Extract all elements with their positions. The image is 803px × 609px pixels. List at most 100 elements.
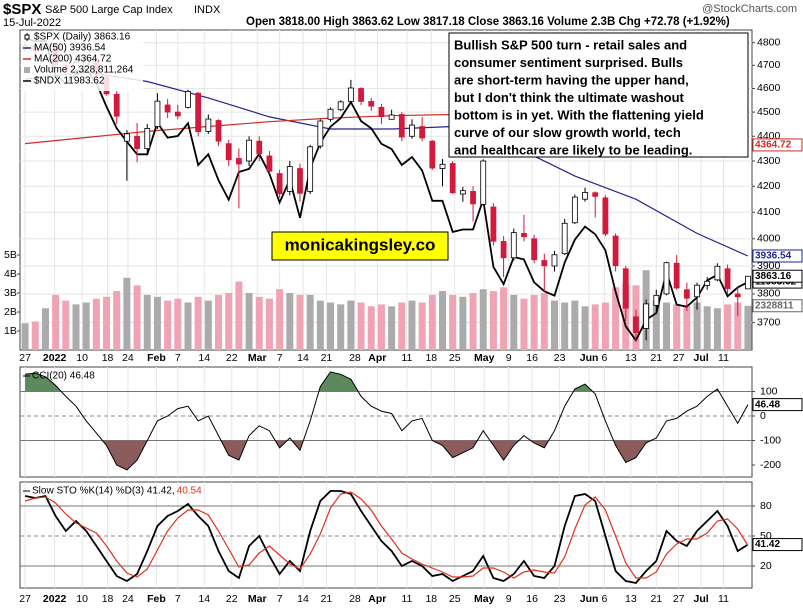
- x-tick-label: Feb: [147, 352, 166, 364]
- volume-tick-label: 3B: [4, 287, 17, 299]
- volume-bar: [652, 300, 660, 350]
- y-tick-label: 100: [760, 385, 778, 397]
- x-tick-label: 9: [506, 593, 512, 605]
- x-tick-label: 9: [506, 352, 512, 364]
- volume-bar: [459, 296, 467, 350]
- sto-title-value: 40.54: [177, 486, 202, 497]
- volume-bar: [683, 306, 691, 350]
- x-tick-label: 23: [554, 593, 566, 605]
- volume-bar: [561, 302, 569, 350]
- volume-bar: [265, 298, 273, 350]
- volume-bar: [428, 294, 436, 350]
- x-tick-label: 18: [425, 593, 437, 605]
- value-tag-label: 4364.72: [755, 140, 792, 151]
- candle-body: [734, 293, 741, 298]
- sto-line: [24, 491, 749, 579]
- candle-body: [327, 108, 334, 120]
- x-tick-label: 2022: [43, 352, 67, 364]
- volume-bar: [52, 294, 60, 350]
- value-tag-label: 3936.54: [755, 251, 792, 262]
- panel-frame: [19, 481, 753, 589]
- x-tick-label: Jul: [694, 352, 709, 364]
- value-tag-label: 2328811: [755, 300, 794, 311]
- candle-body: [571, 196, 578, 224]
- volume-bar: [388, 306, 396, 350]
- candle-body: [439, 163, 446, 169]
- volume-bar: [377, 304, 385, 350]
- volume-bar: [530, 294, 538, 350]
- y-tick-label: 3900: [757, 260, 781, 272]
- volume-bar: [153, 296, 161, 350]
- sto-title: Slow STO %K(14) %D(3) 41.42,: [32, 486, 175, 497]
- volume-bar: [184, 302, 192, 350]
- y-tick-label: 50: [760, 530, 772, 542]
- volume-bar: [31, 321, 39, 350]
- candle-body: [398, 114, 405, 138]
- x-tick-label: 16: [526, 352, 538, 364]
- note-line: Bullish S&P 500 turn - retail sales and: [454, 37, 687, 52]
- x-tick-label: 10: [76, 593, 88, 605]
- candle-body: [276, 173, 283, 195]
- x-tick-label: 7: [175, 593, 181, 605]
- candle-body: [561, 222, 568, 255]
- cci-line: [25, 371, 749, 471]
- volume-bar: [662, 302, 670, 350]
- x-tick-label: 23: [554, 352, 566, 364]
- candle-body: [622, 268, 629, 309]
- x-tick-label: 13: [625, 352, 637, 364]
- candle-body: [653, 294, 660, 306]
- x-tick-label: 2022: [43, 593, 67, 605]
- volume-bar: [693, 302, 701, 350]
- x-tick-label: 11: [401, 352, 412, 364]
- candle-body: [307, 146, 314, 192]
- value-tag: [752, 299, 803, 313]
- x-tick-label: 22: [226, 593, 238, 605]
- candle-body: [266, 155, 273, 172]
- volume-bar: [439, 291, 447, 350]
- candle-body: [419, 126, 426, 139]
- volume-bar: [225, 293, 233, 350]
- x-tick-label: 27: [19, 352, 31, 364]
- candle-body: [663, 262, 670, 295]
- watermark: monicakingsley.co: [285, 235, 436, 254]
- x-tick-label: 11: [401, 593, 412, 605]
- note-line: and healthcare are likely to be leading.: [454, 142, 692, 157]
- note-line: consumer sentiment surprised. Bulls: [454, 55, 683, 70]
- candle-body: [246, 139, 252, 162]
- x-tick-label: 6: [601, 593, 607, 605]
- candle-body: [297, 168, 303, 194]
- note-line: curve of our slow growth world, tech: [454, 125, 681, 140]
- y-tick-label: 20: [760, 560, 772, 572]
- volume-bar: [245, 293, 253, 350]
- volume-bar: [540, 293, 548, 350]
- candle-body: [205, 118, 212, 132]
- volume-bar: [204, 300, 212, 350]
- x-tick-label: 14: [297, 352, 309, 364]
- volume-bar: [601, 302, 609, 350]
- volume-bar: [489, 291, 497, 350]
- y-tick-label: 4700: [757, 59, 781, 71]
- x-tick-label: 7: [277, 593, 283, 605]
- volume-bar: [72, 304, 80, 350]
- cci-title: CCI(20) 46.48: [32, 371, 95, 382]
- candle-body: [704, 280, 711, 286]
- candle-body: [113, 93, 120, 117]
- y-tick-label: 4800: [757, 36, 781, 48]
- x-tick-label: 14: [297, 593, 309, 605]
- candle-body: [490, 206, 497, 242]
- x-tick-label: 16: [526, 593, 538, 605]
- x-tick-label: 10: [76, 352, 88, 364]
- exchange: INDX: [194, 4, 221, 16]
- candle-body: [144, 128, 151, 149]
- volume-bar: [744, 305, 752, 350]
- candle-body: [510, 232, 517, 259]
- value-tag-label: 3863.16: [755, 271, 792, 282]
- x-tick-label: 21: [650, 593, 662, 605]
- x-tick-label: 6: [601, 352, 607, 364]
- volume-bar: [82, 302, 90, 350]
- legend-label: MA(50) 3936.54: [34, 43, 106, 54]
- note-box: [448, 32, 749, 158]
- x-tick-label: Apr: [368, 593, 386, 605]
- volume-bar: [734, 302, 742, 350]
- candle-body: [521, 233, 527, 238]
